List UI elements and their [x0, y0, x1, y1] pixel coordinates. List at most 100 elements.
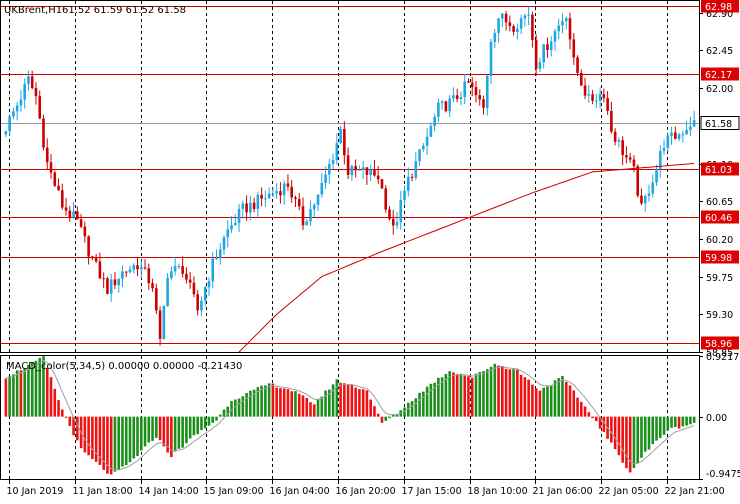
candle-body: [583, 85, 587, 96]
candle-body: [316, 194, 320, 205]
candle-body: [83, 226, 87, 237]
macd-bar: [546, 386, 549, 417]
candle-body: [643, 195, 647, 204]
candle-body: [437, 102, 440, 117]
macd-bar: [23, 368, 26, 417]
macd-bar: [674, 416, 677, 427]
macd-bar: [267, 383, 271, 417]
candle-body: [422, 145, 425, 150]
candle-body: [677, 134, 681, 139]
macd-bar: [245, 392, 248, 417]
candle-body: [512, 26, 515, 32]
candle-body: [279, 191, 282, 196]
macd-bar: [658, 416, 662, 439]
candle-body: [651, 182, 655, 194]
macd-bar: [670, 416, 673, 428]
macd-bar: [591, 416, 594, 419]
candle-body: [384, 188, 388, 210]
candle-body: [399, 199, 403, 223]
macd-bar: [632, 416, 636, 469]
candle-body: [320, 182, 324, 195]
macd-bar: [361, 389, 365, 417]
macd-bar: [45, 367, 49, 417]
macd-bar: [328, 389, 331, 417]
macd-bar: [106, 416, 109, 474]
macd-bar: [621, 416, 624, 463]
macd-bar: [331, 384, 335, 417]
macd-bar: [474, 373, 478, 417]
candle-body: [508, 22, 512, 27]
candle-body: [534, 40, 538, 69]
macd-bar: [249, 390, 252, 417]
candle-body: [297, 199, 301, 207]
macd-bar: [485, 369, 489, 417]
candle-body: [49, 162, 53, 173]
candle-body: [117, 278, 121, 286]
candle-body: [200, 300, 203, 311]
macd-pane-frame: [0, 355, 700, 480]
macd-bar: [49, 377, 53, 417]
candle-body: [207, 281, 211, 288]
candle-body: [621, 140, 624, 156]
candle-body: [346, 155, 350, 175]
x-tick-label: 16 Jan 04:00: [270, 486, 330, 497]
candle-body: [260, 194, 263, 199]
macd-bar: [534, 388, 538, 417]
macd-bar: [403, 407, 406, 417]
candle-body: [463, 81, 467, 98]
y-tick-label: 58.85: [706, 348, 733, 359]
macd-bar: [414, 398, 418, 417]
macd-bar: [57, 400, 60, 417]
macd-bar: [143, 416, 147, 447]
candle-body: [531, 14, 534, 41]
macd-bar: [587, 412, 591, 417]
candle-body: [218, 249, 222, 259]
macd-bar: [482, 371, 485, 417]
macd-bar: [572, 390, 576, 417]
level-tag: [701, 0, 739, 13]
candle-body: [538, 62, 542, 69]
macd-bar: [350, 384, 354, 417]
candle-body: [546, 44, 549, 50]
candle-body: [388, 209, 391, 219]
macd-bar: [226, 406, 230, 417]
macd-bar: [335, 379, 339, 417]
candle-body: [674, 132, 677, 139]
candle-body: [482, 99, 485, 108]
candle-body: [467, 81, 470, 83]
candle-body: [68, 210, 72, 218]
candle-body: [640, 195, 643, 204]
macd-bar: [343, 383, 346, 417]
macd-bar: [365, 390, 369, 417]
candle-body: [286, 183, 290, 187]
macd-bar: [429, 383, 433, 417]
y-tick-label: 60.65: [706, 197, 733, 208]
macd-bar: [651, 416, 655, 445]
candle-body: [173, 266, 177, 272]
candle-body: [109, 279, 113, 294]
candle-body: [689, 126, 692, 130]
candle-body: [602, 94, 606, 99]
candle-body: [45, 147, 49, 163]
macd-bar: [681, 416, 685, 427]
macd-bar: [200, 416, 203, 431]
macd-bar: [68, 416, 72, 426]
candle-body: [380, 179, 384, 189]
candle-body: [121, 271, 124, 279]
candle-body: [670, 132, 673, 136]
macd-bar: [8, 376, 11, 417]
candle-body: [410, 176, 414, 178]
candle-body: [485, 76, 489, 108]
candle-body: [64, 207, 68, 211]
x-tick-label: 10 Jan 2019: [7, 486, 64, 497]
candle-body: [19, 99, 23, 106]
macd-bar: [467, 376, 470, 417]
candle-body: [373, 169, 376, 176]
candle-body: [418, 149, 421, 162]
candle-body: [542, 44, 545, 63]
macd-bar: [643, 416, 647, 452]
candle-body: [294, 197, 297, 200]
macd-bar: [373, 406, 376, 417]
candle-body: [331, 160, 335, 165]
